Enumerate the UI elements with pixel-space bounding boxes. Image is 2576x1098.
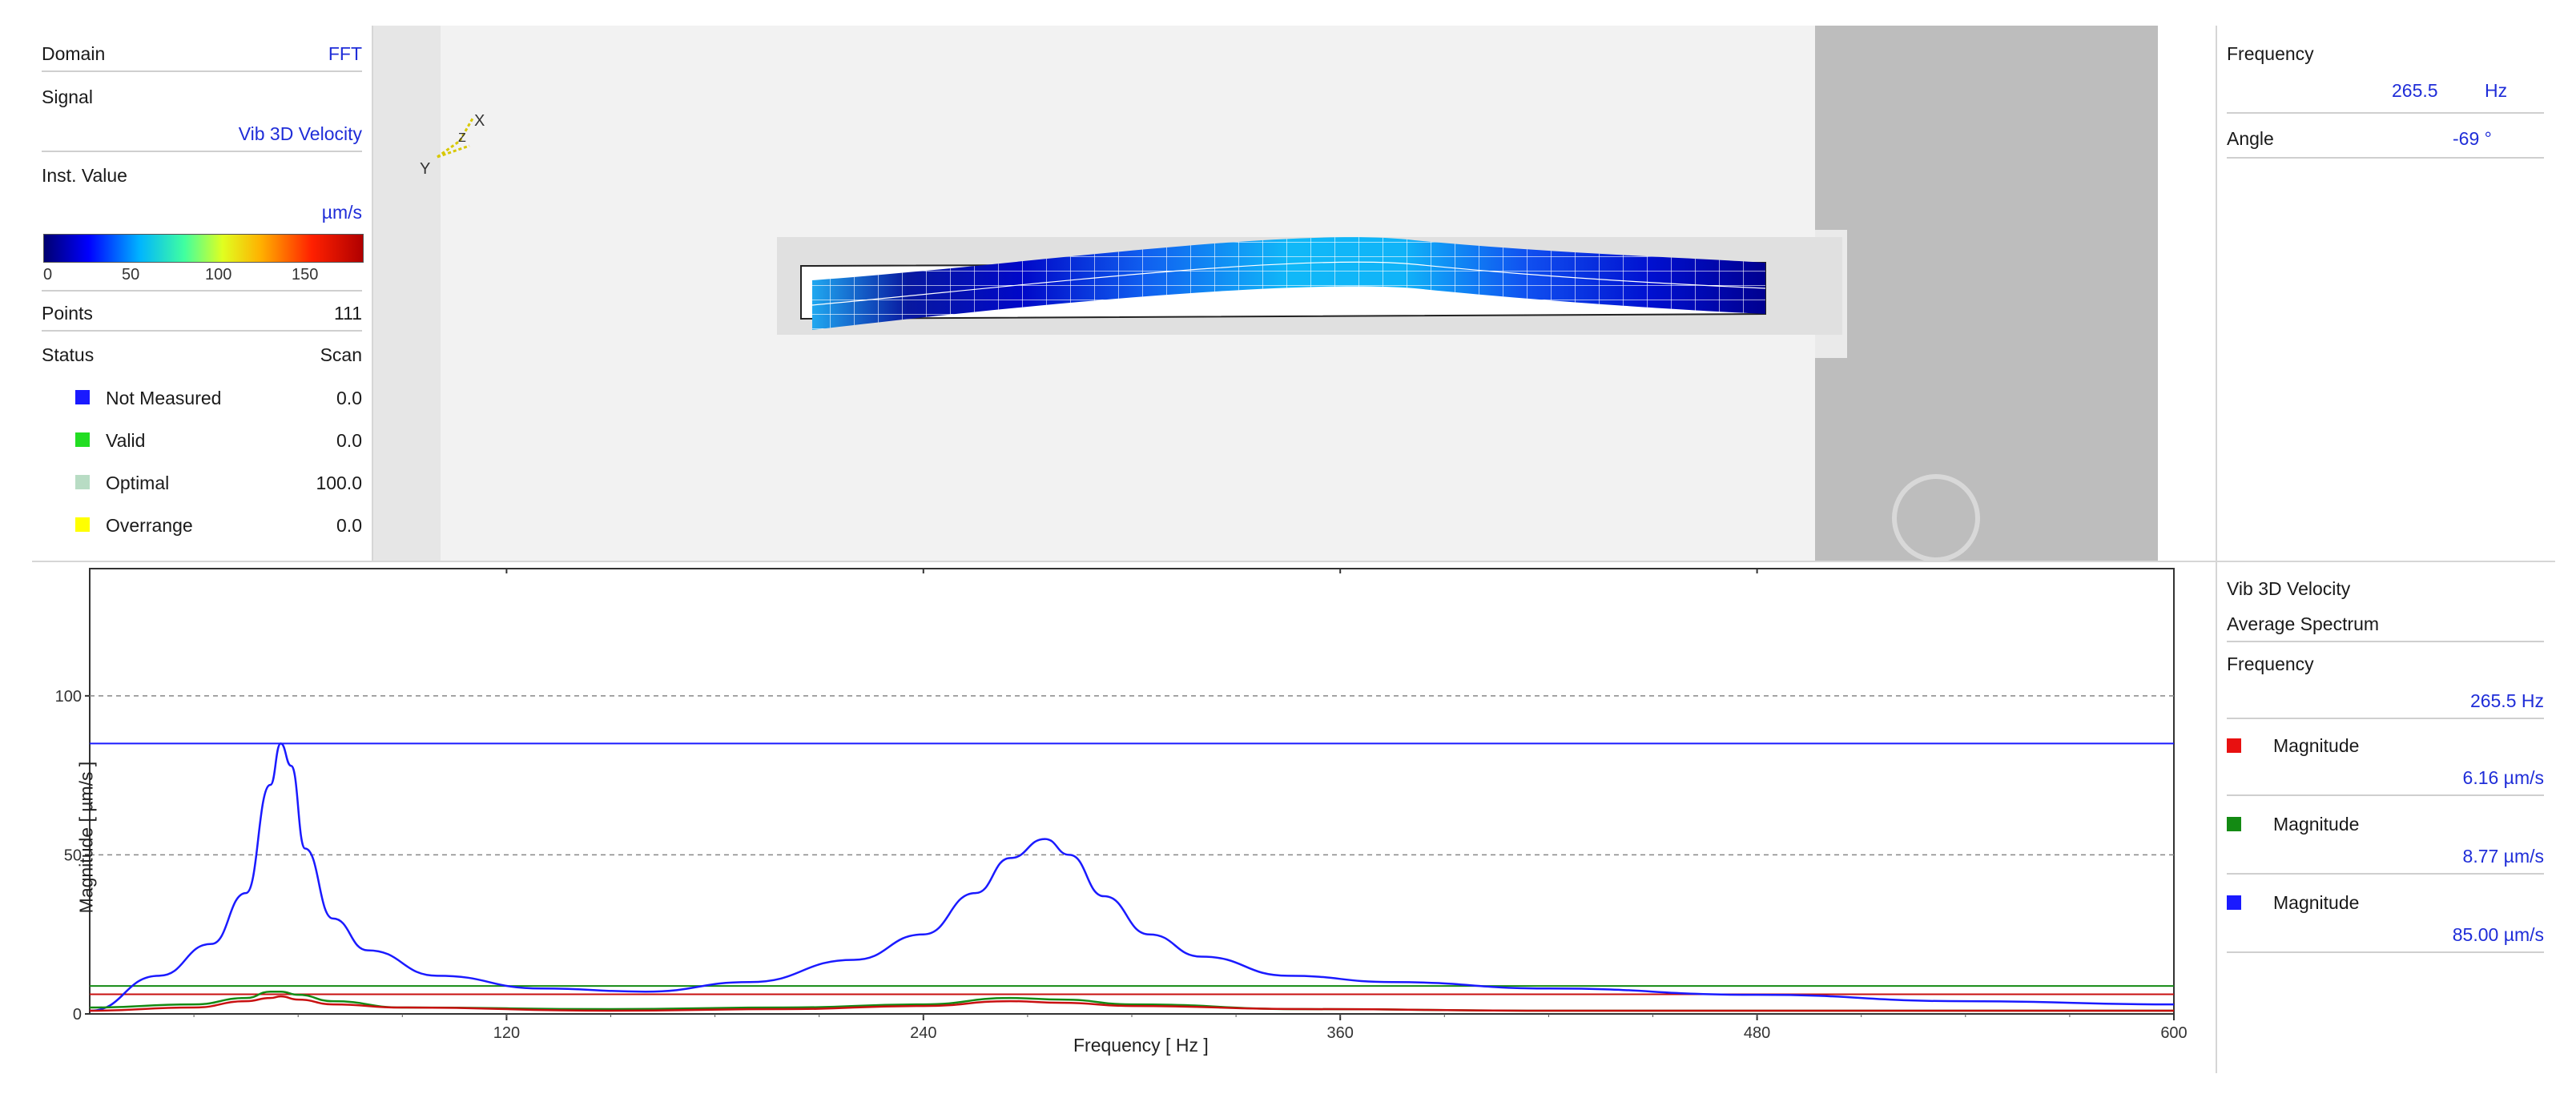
legend-value: 100.0 [316, 473, 362, 493]
y-tick-label: 0 [73, 1006, 82, 1024]
cursor-spectrum-label: Average Spectrum [2227, 613, 2380, 634]
scan-mesh[interactable] [373, 26, 2158, 561]
panel-separator [372, 26, 373, 561]
domain-value[interactable]: FFT [328, 43, 362, 64]
status-value: Scan [320, 344, 362, 365]
overrange-swatch [75, 517, 90, 532]
axis-triad-icon: X Z Y [413, 109, 485, 181]
axis-x-label: X [474, 112, 485, 130]
divider [2227, 157, 2544, 159]
colorbar-tick: 150 [292, 266, 319, 284]
signal-label: Signal [42, 86, 93, 107]
domain-label: Domain [42, 43, 106, 64]
y-axis-label: Magnitude [ µm/s ] [75, 761, 97, 914]
magnitude-label: Magnitude [2273, 735, 2360, 756]
cursor-frequency-value[interactable]: 265.5 Hz [2469, 690, 2544, 711]
cursor-signal-label: Vib 3D Velocity [2227, 578, 2351, 599]
blue-series-swatch [2227, 895, 2241, 910]
y-tick-label: 50 [64, 847, 82, 864]
colorbar-tick: 0 [43, 266, 53, 284]
legend-label: Valid [106, 430, 146, 451]
frequency-unit: Hz [2485, 80, 2508, 101]
left-info-panel: Domain FFT Signal Vib 3D Velocity Inst. … [32, 26, 372, 561]
green-series-swatch [2227, 817, 2241, 831]
not-measured-swatch [75, 390, 90, 404]
magnitude-label: Magnitude [2273, 814, 2360, 835]
divider [42, 151, 362, 152]
spectrum-chart[interactable]: 0 50 100 120 240 360 480 600 [32, 562, 2216, 1073]
legend-value: 0.0 [336, 430, 362, 451]
frequency-value[interactable]: 265.5 [2392, 80, 2438, 101]
series-line-0 [89, 742, 2175, 1012]
horizontal-separator [32, 561, 2555, 562]
x-tick-label: 360 [1327, 1024, 1354, 1042]
legend-label: Overrange [106, 515, 193, 536]
points-label: Points [42, 303, 93, 324]
spectrum-chart-panel: 0 50 100 120 240 360 480 600 Frequency [ Hz ] M… [32, 562, 2216, 1073]
status-label: Status [42, 344, 95, 365]
divider [42, 70, 362, 72]
divider [2227, 951, 2544, 953]
magnitude-label: Magnitude [2273, 892, 2360, 913]
magnitude-value: 85.00 µm/s [2452, 924, 2544, 945]
x-axis-label: Frequency [ Hz ] [1073, 1035, 1209, 1056]
panel-separator [2216, 562, 2217, 1073]
divider [2227, 794, 2544, 796]
right-bottom-panel: Vib 3D Velocity Average Spectrum Frequen… [2217, 562, 2554, 1073]
legend-label: Not Measured [106, 388, 222, 408]
colorbar-tick: 100 [205, 266, 232, 284]
right-top-panel: Frequency 265.5 Hz Angle -69 ° [2217, 26, 2554, 561]
unit-label: µm/s [321, 202, 362, 223]
fixture-hole [1892, 474, 1980, 562]
valid-swatch [75, 432, 90, 447]
optimal-swatch [75, 475, 90, 489]
cursor-frequency-label: Frequency [2227, 654, 2314, 674]
angle-value[interactable]: -69 ° [2453, 128, 2492, 149]
divider [42, 330, 362, 332]
inst-value-label: Inst. Value [42, 165, 127, 186]
points-value: 111 [334, 303, 362, 324]
divider [2227, 641, 2544, 642]
angle-label: Angle [2227, 128, 2274, 149]
divider [2227, 112, 2544, 114]
series-line-2 [89, 995, 2174, 1012]
x-tick-label: 120 [493, 1024, 520, 1042]
y-tick-label: 100 [55, 688, 82, 706]
legend-value: 0.0 [336, 515, 362, 536]
plot-area [89, 568, 2175, 1015]
legend-value: 0.0 [336, 388, 362, 408]
x-tick-label: 240 [910, 1024, 936, 1042]
view-background-left [373, 26, 441, 561]
frequency-label: Frequency [2227, 43, 2314, 64]
colorbar-tick: 50 [122, 266, 140, 284]
axis-y-label: Y [420, 160, 431, 178]
red-series-swatch [2227, 738, 2241, 753]
signal-value[interactable]: Vib 3D Velocity [238, 123, 362, 144]
legend-label: Optimal [106, 473, 170, 493]
geometry-3d-view[interactable]: X Z Y [373, 26, 2158, 562]
color-scale-bar [43, 234, 364, 263]
x-tick-label: 600 [2160, 1024, 2187, 1042]
x-tick-label: 480 [1744, 1024, 1770, 1042]
divider [2227, 873, 2544, 875]
fixture-block [1815, 26, 2158, 561]
magnitude-value: 6.16 µm/s [2462, 767, 2544, 788]
divider [2227, 718, 2544, 719]
divider [42, 290, 362, 292]
axis-z-label: Z [458, 131, 466, 145]
deformed-mesh [811, 237, 1766, 330]
panel-separator [2216, 26, 2217, 561]
magnitude-value: 8.77 µm/s [2462, 846, 2544, 867]
